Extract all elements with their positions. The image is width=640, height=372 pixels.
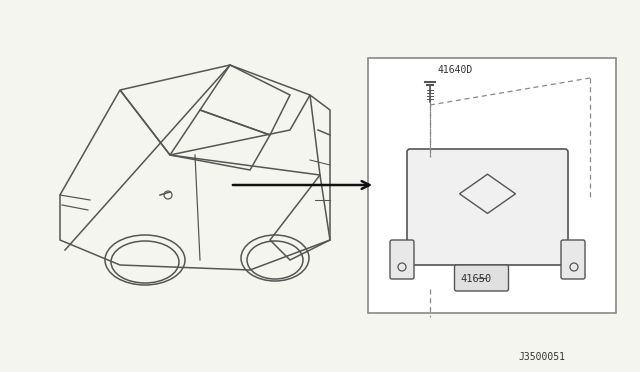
FancyBboxPatch shape bbox=[454, 265, 509, 291]
FancyBboxPatch shape bbox=[390, 240, 414, 279]
Text: 41640D: 41640D bbox=[438, 65, 473, 75]
FancyBboxPatch shape bbox=[561, 240, 585, 279]
Text: J3500051: J3500051 bbox=[518, 352, 565, 362]
Bar bbox=[368, 58, 616, 313]
Text: 41650: 41650 bbox=[460, 274, 492, 284]
FancyBboxPatch shape bbox=[407, 149, 568, 265]
